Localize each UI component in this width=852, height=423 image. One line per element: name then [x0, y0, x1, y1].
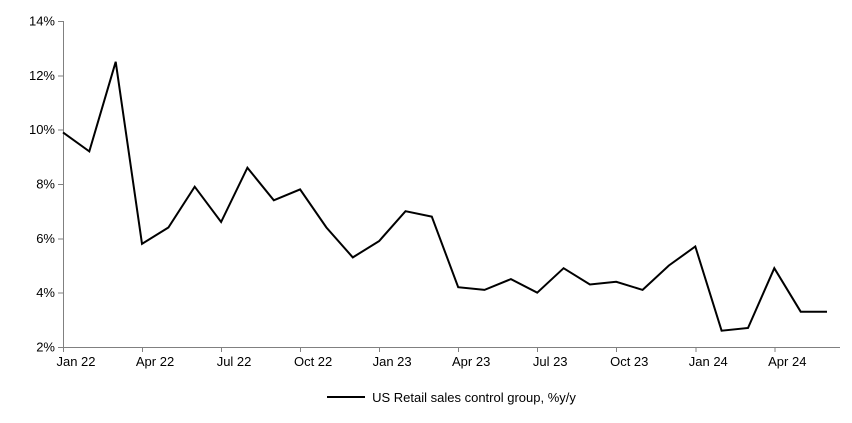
x-tick-label: Jul 23	[533, 354, 568, 369]
y-tick-label: 14%	[29, 14, 55, 29]
chart-legend: US Retail sales control group, %y/y	[63, 389, 840, 405]
legend-line-swatch	[327, 396, 366, 398]
x-tick-label: Jan 23	[373, 354, 412, 369]
y-tick-label: 4%	[36, 285, 55, 300]
x-tick-label: Jul 22	[217, 354, 252, 369]
x-tick-label: Apr 22	[136, 354, 174, 369]
y-tick-label: 8%	[36, 177, 55, 192]
x-tick-label: Apr 24	[768, 354, 806, 369]
x-tick-label: Oct 22	[294, 354, 332, 369]
data-line	[62, 61, 827, 332]
x-tick-label: Apr 23	[452, 354, 490, 369]
x-tick-label: Jan 22	[56, 354, 95, 369]
x-tick-label: Oct 23	[610, 354, 648, 369]
x-tick-label: Jan 24	[689, 354, 728, 369]
y-tick-label: 10%	[29, 122, 55, 137]
y-tick-label: 2%	[36, 340, 55, 355]
y-tick-label: 12%	[29, 68, 55, 83]
y-tick-label: 6%	[36, 231, 55, 246]
legend-label: US Retail sales control group, %y/y	[372, 389, 576, 405]
